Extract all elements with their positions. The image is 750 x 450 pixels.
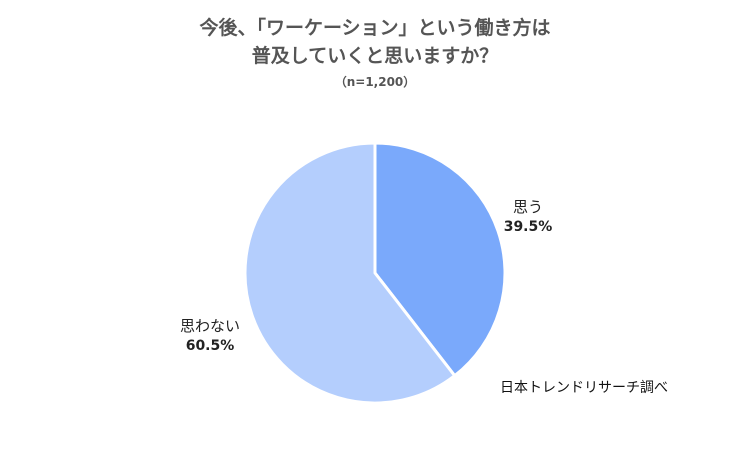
slice-label-omowanai: 思わない 60.5% [170,316,250,356]
slice-name-omowanai: 思わない [179,317,240,335]
source-note: 日本トレンドリサーチ調べ [500,380,668,396]
pie-slice-omowanai [243,141,457,405]
slice-name-omou: 思う [512,198,543,216]
chart-title-line-2: 普及していくと思いますか？ [251,45,499,67]
pie-slice-omou [373,141,507,378]
chart-title-line-1: 今後、「ワーケーション」という働き方は [199,17,551,39]
slice-value-omou: 39.5% [503,219,553,235]
slice-value-omowanai: 60.5% [185,338,235,354]
chart-subtitle: （n=1,200） [334,75,416,89]
chart-title: 今後、「ワーケーション」という働き方は 普及していくと思いますか？ [0,14,750,70]
slice-label-omou: 思う 39.5% [498,197,558,237]
